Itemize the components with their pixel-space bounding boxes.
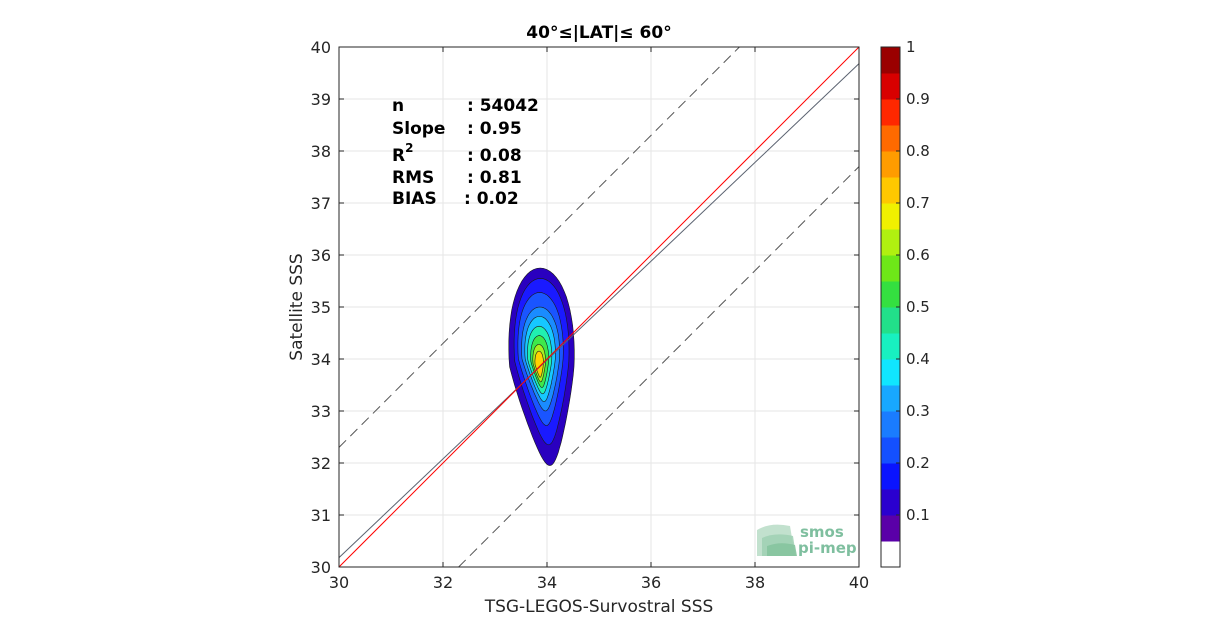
stat-n-value: : 54042 <box>467 96 539 116</box>
smos-pimep-logo: smos pi-mep <box>757 523 857 557</box>
colorbar <box>881 47 900 568</box>
x-tick-label-2: 34 <box>537 573 557 592</box>
colorbar-tick-label-6: 0.7 <box>906 194 930 212</box>
x-axis-label: TSG-LEGOS-Survostral SSS <box>484 597 714 617</box>
y-tick-label-9: 39 <box>311 90 331 109</box>
colorbar-segment-3 <box>881 463 900 490</box>
x-tick-label-0: 30 <box>329 573 349 592</box>
colorbar-segment-15 <box>881 151 900 178</box>
y-tick-label-8: 38 <box>311 142 331 161</box>
stat-bias-value: : 0.02 <box>464 189 519 209</box>
y-tick-label-10: 40 <box>311 38 331 57</box>
colorbar-segment-1 <box>881 515 900 542</box>
density-level-8 <box>534 350 544 378</box>
y-tick-label-3: 33 <box>311 402 331 421</box>
density-contours <box>508 267 575 466</box>
colorbar-tick-label-2: 0.3 <box>906 402 930 420</box>
logo-text-smos: smos <box>800 523 844 541</box>
colorbar-tick-label-4: 0.5 <box>906 298 930 316</box>
identity-line <box>338 46 860 568</box>
lower-bound-line <box>458 166 860 568</box>
colorbar-segment-11 <box>881 255 900 282</box>
y-tick-label-1: 31 <box>311 506 331 525</box>
colorbar-ticks: 0.1 0.2 0.3 0.4 0.5 0.6 0.7 0.8 0.9 1 <box>896 38 930 524</box>
stats-box: n : 54042 Slope : 0.95 R2 : 0.08 RMS : 0… <box>392 96 539 209</box>
chart-title: 40°≤|LAT|≤ 60° <box>526 23 671 43</box>
y-tick-label-2: 32 <box>311 454 331 473</box>
y-tick-label-5: 35 <box>311 298 331 317</box>
y-axis-label: Satellite SSS <box>287 253 307 360</box>
regression-line <box>338 63 860 559</box>
stat-r2-label: R2 <box>392 141 413 166</box>
colorbar-tick-label-9: 1 <box>906 38 916 56</box>
colorbar-tick-label-1: 0.2 <box>906 454 930 472</box>
colorbar-segment-9 <box>881 307 900 334</box>
logo-waves-icon <box>757 524 797 556</box>
colorbar-segment-7 <box>881 359 900 386</box>
x-tick-label-5: 40 <box>849 573 869 592</box>
colorbar-segment-0 <box>881 541 900 568</box>
stat-slope-value: : 0.95 <box>467 119 522 139</box>
x-tick-label-1: 32 <box>433 573 453 592</box>
stat-slope-label: Slope <box>392 119 445 139</box>
stat-rms-label: RMS <box>392 168 434 188</box>
logo-text-pimep: pi-mep <box>798 539 857 557</box>
colorbar-segment-19 <box>881 47 900 74</box>
y-tick-label-7: 37 <box>311 194 331 213</box>
reference-lines <box>338 46 860 568</box>
stat-r2-sup: 2 <box>405 141 413 155</box>
colorbar-tick-label-0: 0.1 <box>906 506 930 524</box>
stat-r2-base: R <box>392 146 405 166</box>
colorbar-segment-4 <box>881 437 900 464</box>
colorbar-tick-label-8: 0.9 <box>906 90 930 108</box>
colorbar-segment-2 <box>881 489 900 516</box>
colorbar-tick-label-7: 0.8 <box>906 142 930 160</box>
stat-r2-value: : 0.08 <box>467 146 522 166</box>
colorbar-tick-label-5: 0.6 <box>906 246 930 264</box>
colorbar-segment-17 <box>881 99 900 126</box>
colorbar-segment-12 <box>881 229 900 256</box>
stat-bias-label: BIAS <box>392 189 437 209</box>
colorbar-segment-14 <box>881 177 900 204</box>
x-axis-ticks: 30 32 34 36 38 40 <box>329 47 869 592</box>
colorbar-segment-8 <box>881 333 900 360</box>
x-tick-label-4: 38 <box>745 573 765 592</box>
upper-bound-line <box>338 46 740 448</box>
stat-n-label: n <box>392 96 404 116</box>
colorbar-segment-18 <box>881 73 900 100</box>
colorbar-segment-16 <box>881 125 900 152</box>
stat-rms-value: : 0.81 <box>467 168 522 188</box>
colorbar-segment-5 <box>881 411 900 438</box>
x-tick-label-3: 36 <box>641 573 661 592</box>
colorbar-segment-6 <box>881 385 900 412</box>
colorbar-segment-13 <box>881 203 900 230</box>
y-tick-label-6: 36 <box>311 246 331 265</box>
y-tick-label-4: 34 <box>311 350 331 369</box>
colorbar-tick-label-3: 0.4 <box>906 350 930 368</box>
colorbar-segment-10 <box>881 281 900 308</box>
y-tick-label-0: 30 <box>311 558 331 577</box>
y-axis-ticks: 30 31 32 33 34 35 36 37 38 39 40 <box>311 38 859 577</box>
